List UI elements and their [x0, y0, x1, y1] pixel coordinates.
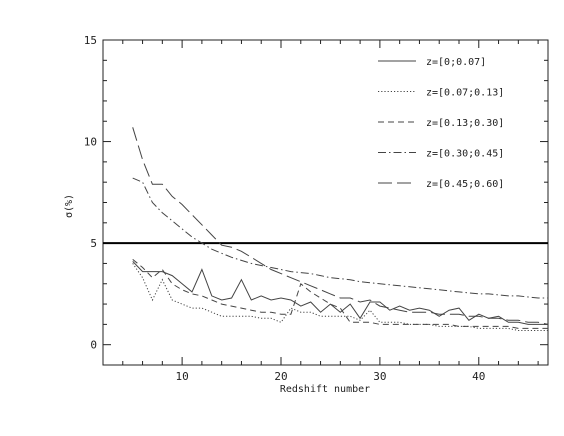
legend-label-3: z=[0.13;0.30]: [426, 118, 504, 129]
axis-ticks: [103, 39, 548, 366]
x-tick-label: 40: [472, 370, 485, 383]
x-tick-label: 30: [373, 370, 386, 383]
x-tick-label: 10: [175, 370, 188, 383]
x-tick-label: 20: [274, 370, 287, 383]
series-line-2: [132, 263, 548, 331]
y-tick-label: 5: [90, 237, 97, 250]
legend-label-5: z=[0.45;0.60]: [426, 179, 504, 190]
y-axis-title: σ(%): [64, 194, 75, 218]
legend: z=[0;0.07] z=[0.07;0.13] z=[0.13;0.30] z=[0…: [378, 57, 504, 190]
legend-label-4: z=[0.30;0.45]: [426, 149, 504, 160]
y-tick-label: 0: [90, 339, 97, 352]
series-line-4: [132, 177, 548, 299]
axis-tick-labels: 10 20 30 40 0 5 10 15: [84, 34, 486, 383]
y-tick-label: 15: [84, 34, 97, 47]
y-tick-label: 10: [84, 136, 97, 149]
legend-label-2: z=[0.07;0.13]: [426, 88, 504, 99]
x-axis-title: Redshift number: [280, 384, 370, 395]
series-lines: [132, 127, 549, 331]
series-line-5: [132, 127, 549, 325]
legend-label-1: z=[0;0.07]: [426, 57, 486, 68]
series-line-1: [132, 261, 548, 325]
